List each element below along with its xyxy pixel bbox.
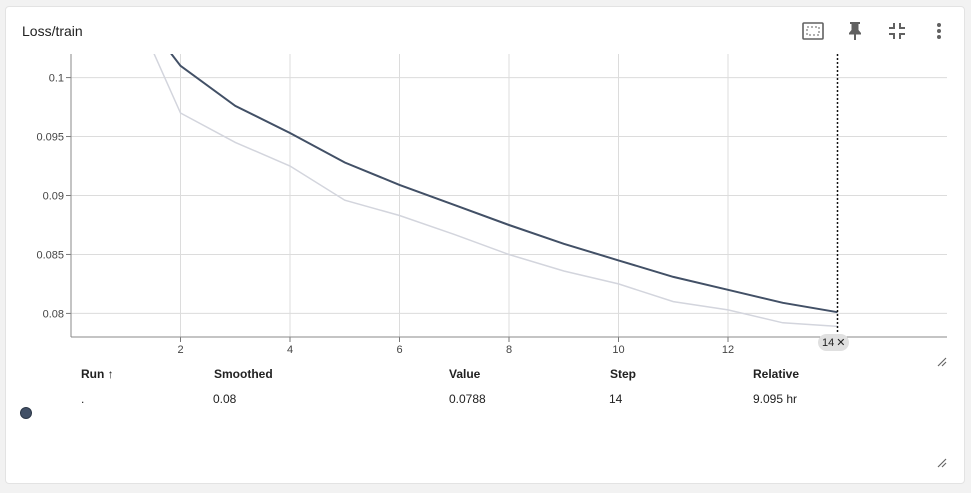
close-icon[interactable]: ✕ — [836, 337, 846, 349]
column-header-smoothed[interactable]: Smoothed — [214, 367, 273, 381]
pin-icon — [849, 22, 861, 40]
y-tick-label: 0.085 — [36, 249, 64, 261]
x-tick-label: 12 — [722, 344, 734, 356]
line-chart[interactable]: 0.1 0.095 0.09 0.085 0.08 2 4 6 8 10 12 — [0, 0, 971, 370]
collapse-button[interactable] — [886, 19, 908, 43]
x-tick-label: 10 — [612, 344, 624, 356]
cell-run: . — [81, 392, 85, 406]
column-header-value[interactable]: Value — [449, 367, 481, 381]
x-tick-label: 8 — [506, 344, 512, 356]
resize-table-icon[interactable] — [935, 456, 947, 468]
x-tick-label: 4 — [287, 344, 293, 356]
card-title: Loss/train — [22, 23, 83, 39]
y-tick-label: 0.08 — [43, 308, 64, 320]
cell-relative: 9.095 hr — [753, 392, 798, 406]
resize-chart-icon[interactable] — [935, 355, 947, 367]
fit-domain-button[interactable] — [802, 19, 824, 43]
cell-value: 0.0788 — [449, 392, 486, 406]
fit-domain-icon — [802, 22, 824, 40]
column-header-step[interactable]: Step — [610, 367, 637, 381]
y-tick-label: 0.09 — [43, 191, 64, 203]
series-line-smoothed — [170, 54, 838, 314]
x-tick-label: 6 — [396, 344, 402, 356]
y-tick-label: 0.1 — [49, 73, 64, 85]
step-cursor-label: 14 — [822, 336, 835, 349]
series-line-raw — [153, 54, 838, 328]
run-color-dot — [20, 407, 32, 419]
column-header-relative[interactable]: Relative — [753, 367, 800, 381]
pin-button[interactable] — [844, 19, 866, 43]
y-tick-label: 0.095 — [36, 132, 64, 144]
cell-smoothed: 0.08 — [213, 392, 237, 406]
card-toolbar — [802, 19, 950, 43]
column-header-run-label: Run — [81, 367, 105, 381]
column-header-run[interactable]: Run ↑ — [81, 367, 114, 381]
more-vert-icon — [937, 23, 941, 39]
x-tick-label: 2 — [177, 344, 183, 356]
more-options-button[interactable] — [928, 19, 950, 43]
step-cursor-badge[interactable]: 14 ✕ — [818, 334, 850, 351]
cell-step: 14 — [609, 392, 623, 406]
sort-arrow-icon: ↑ — [107, 367, 114, 381]
collapse-icon — [889, 23, 905, 39]
